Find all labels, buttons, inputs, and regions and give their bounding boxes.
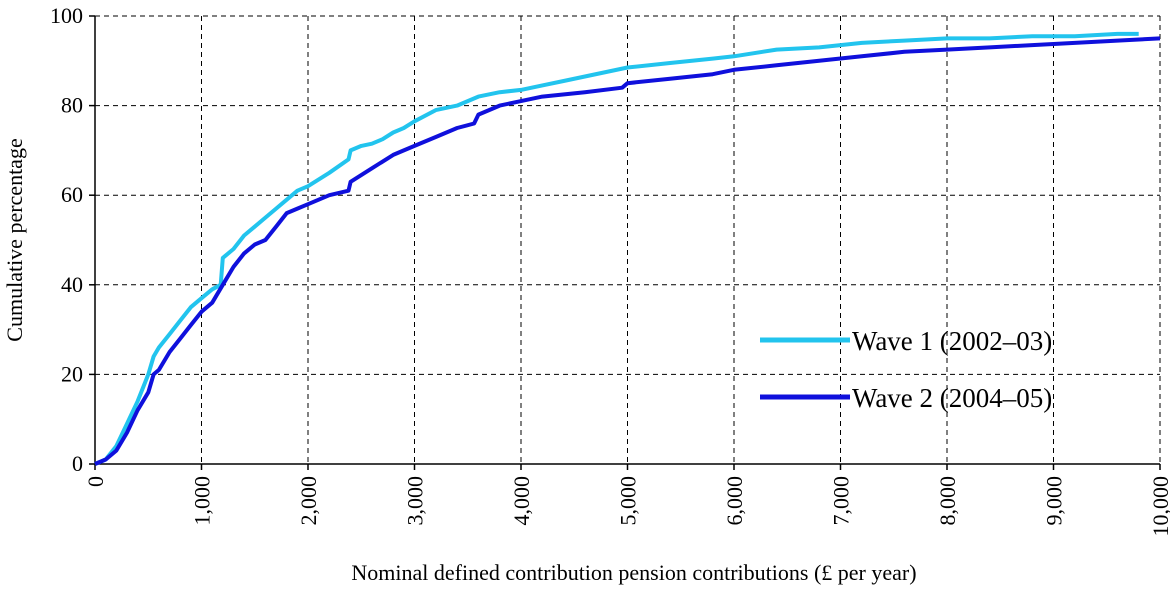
- y-tick-label: 20: [61, 361, 83, 386]
- x-tick-label: 1,000: [190, 476, 215, 526]
- x-tick-label: 0: [83, 476, 108, 487]
- x-tick-label: 4,000: [509, 476, 534, 526]
- y-tick-label: 0: [72, 451, 83, 476]
- x-tick-label: 5,000: [616, 476, 641, 526]
- data-line: [94, 31, 1139, 466]
- legend-label: Wave 2 (2004–05): [852, 383, 1052, 413]
- x-axis-label: Nominal defined contribution pension con…: [351, 560, 916, 585]
- x-tick-label: 9,000: [1042, 476, 1067, 526]
- y-tick-label: 100: [50, 3, 83, 28]
- y-axis-label: Cumulative percentage: [2, 138, 27, 341]
- y-tick-label: 60: [61, 182, 83, 207]
- x-tick-label: 8,000: [935, 476, 960, 526]
- x-tick-label: 10,000: [1148, 476, 1170, 537]
- x-tick-label: 2,000: [296, 476, 321, 526]
- y-tick-label: 80: [61, 93, 83, 118]
- legend-label: Wave 1 (2002–03): [852, 326, 1052, 356]
- y-tick-label: 40: [61, 272, 83, 297]
- x-tick-label: 3,000: [403, 476, 428, 526]
- data-line: [94, 36, 1161, 466]
- x-tick-label: 6,000: [722, 476, 747, 526]
- x-tick-label: 7,000: [829, 476, 854, 526]
